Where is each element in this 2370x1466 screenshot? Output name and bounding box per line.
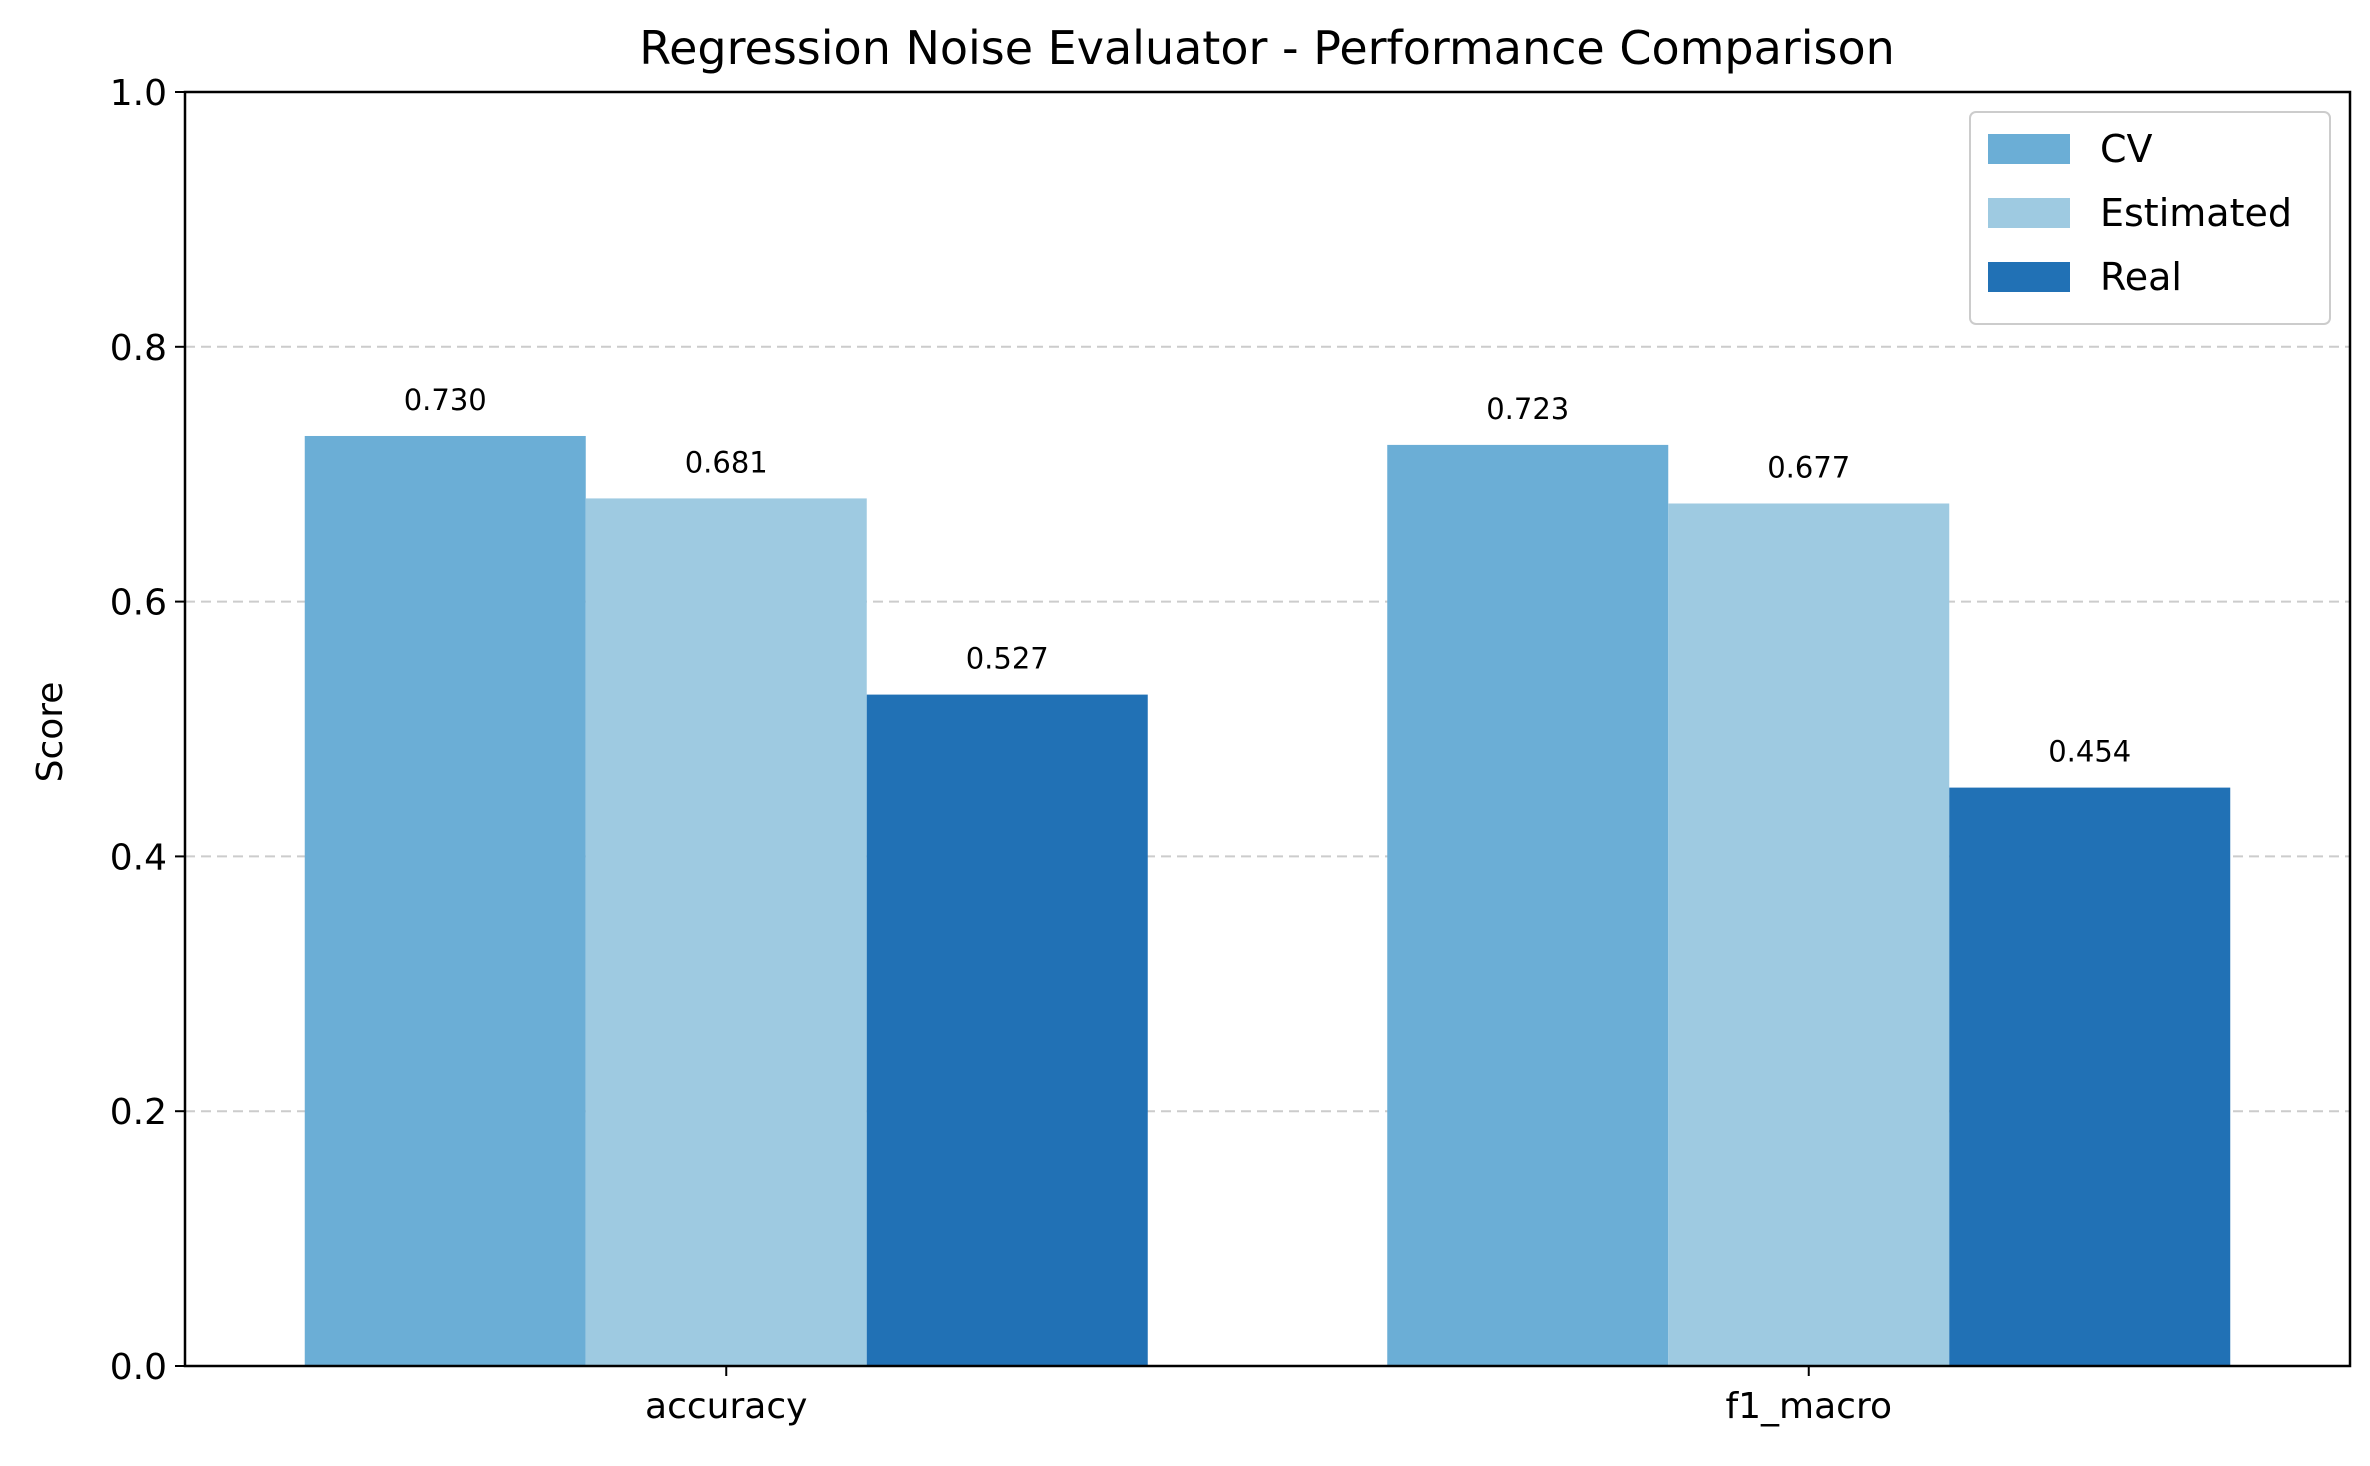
bar-value-label: 0.723 (1486, 392, 1569, 426)
value-labels: 0.730 0.681 0.527 0.723 0.677 0.454 (404, 383, 2132, 769)
y-tick-label: 0.8 (110, 328, 167, 369)
y-tick-label: 0.6 (110, 583, 167, 624)
legend-label: Estimated (2100, 191, 2292, 235)
bar-value-label: 0.527 (966, 642, 1049, 676)
bar-accuracy-estimated (585, 498, 867, 1366)
legend-swatch (1988, 134, 2070, 164)
bar-accuracy-cv (304, 435, 586, 1367)
y-tick-label: 1.0 (110, 73, 167, 114)
x-tick-label: f1_macro (1725, 1386, 1892, 1427)
legend-label: Real (2100, 255, 2182, 299)
bars (304, 435, 2231, 1367)
legend-swatch (1988, 262, 2070, 292)
legend: CV Estimated Real (1969, 111, 2331, 325)
y-axis-ticks: 0.0 0.2 0.4 0.6 0.8 1.0 (110, 73, 185, 1388)
bar-f1_macro-estimated (1668, 503, 1950, 1366)
bar-value-label: 0.730 (404, 383, 487, 417)
chart-title: Regression Noise Evaluator - Performance… (639, 21, 1895, 75)
legend-swatch (1988, 198, 2070, 228)
bar-f1_macro-cv (1387, 444, 1669, 1366)
bar-accuracy-real (866, 694, 1148, 1366)
bar-f1_macro-real (1949, 787, 2231, 1366)
x-axis-ticks: accuracy f1_macro (645, 1366, 1892, 1427)
bar-value-label: 0.454 (2048, 735, 2131, 769)
bar-value-label: 0.681 (685, 445, 768, 479)
x-tick-label: accuracy (645, 1386, 807, 1427)
y-axis-label: Score (30, 682, 71, 783)
plot-frame (183, 90, 2352, 1368)
y-tick-label: 0.2 (110, 1092, 167, 1133)
bar-value-label: 0.677 (1767, 451, 1850, 485)
legend-label: CV (2100, 127, 2153, 171)
y-tick-label: 0.0 (110, 1347, 167, 1388)
y-tick-label: 0.4 (110, 837, 167, 878)
